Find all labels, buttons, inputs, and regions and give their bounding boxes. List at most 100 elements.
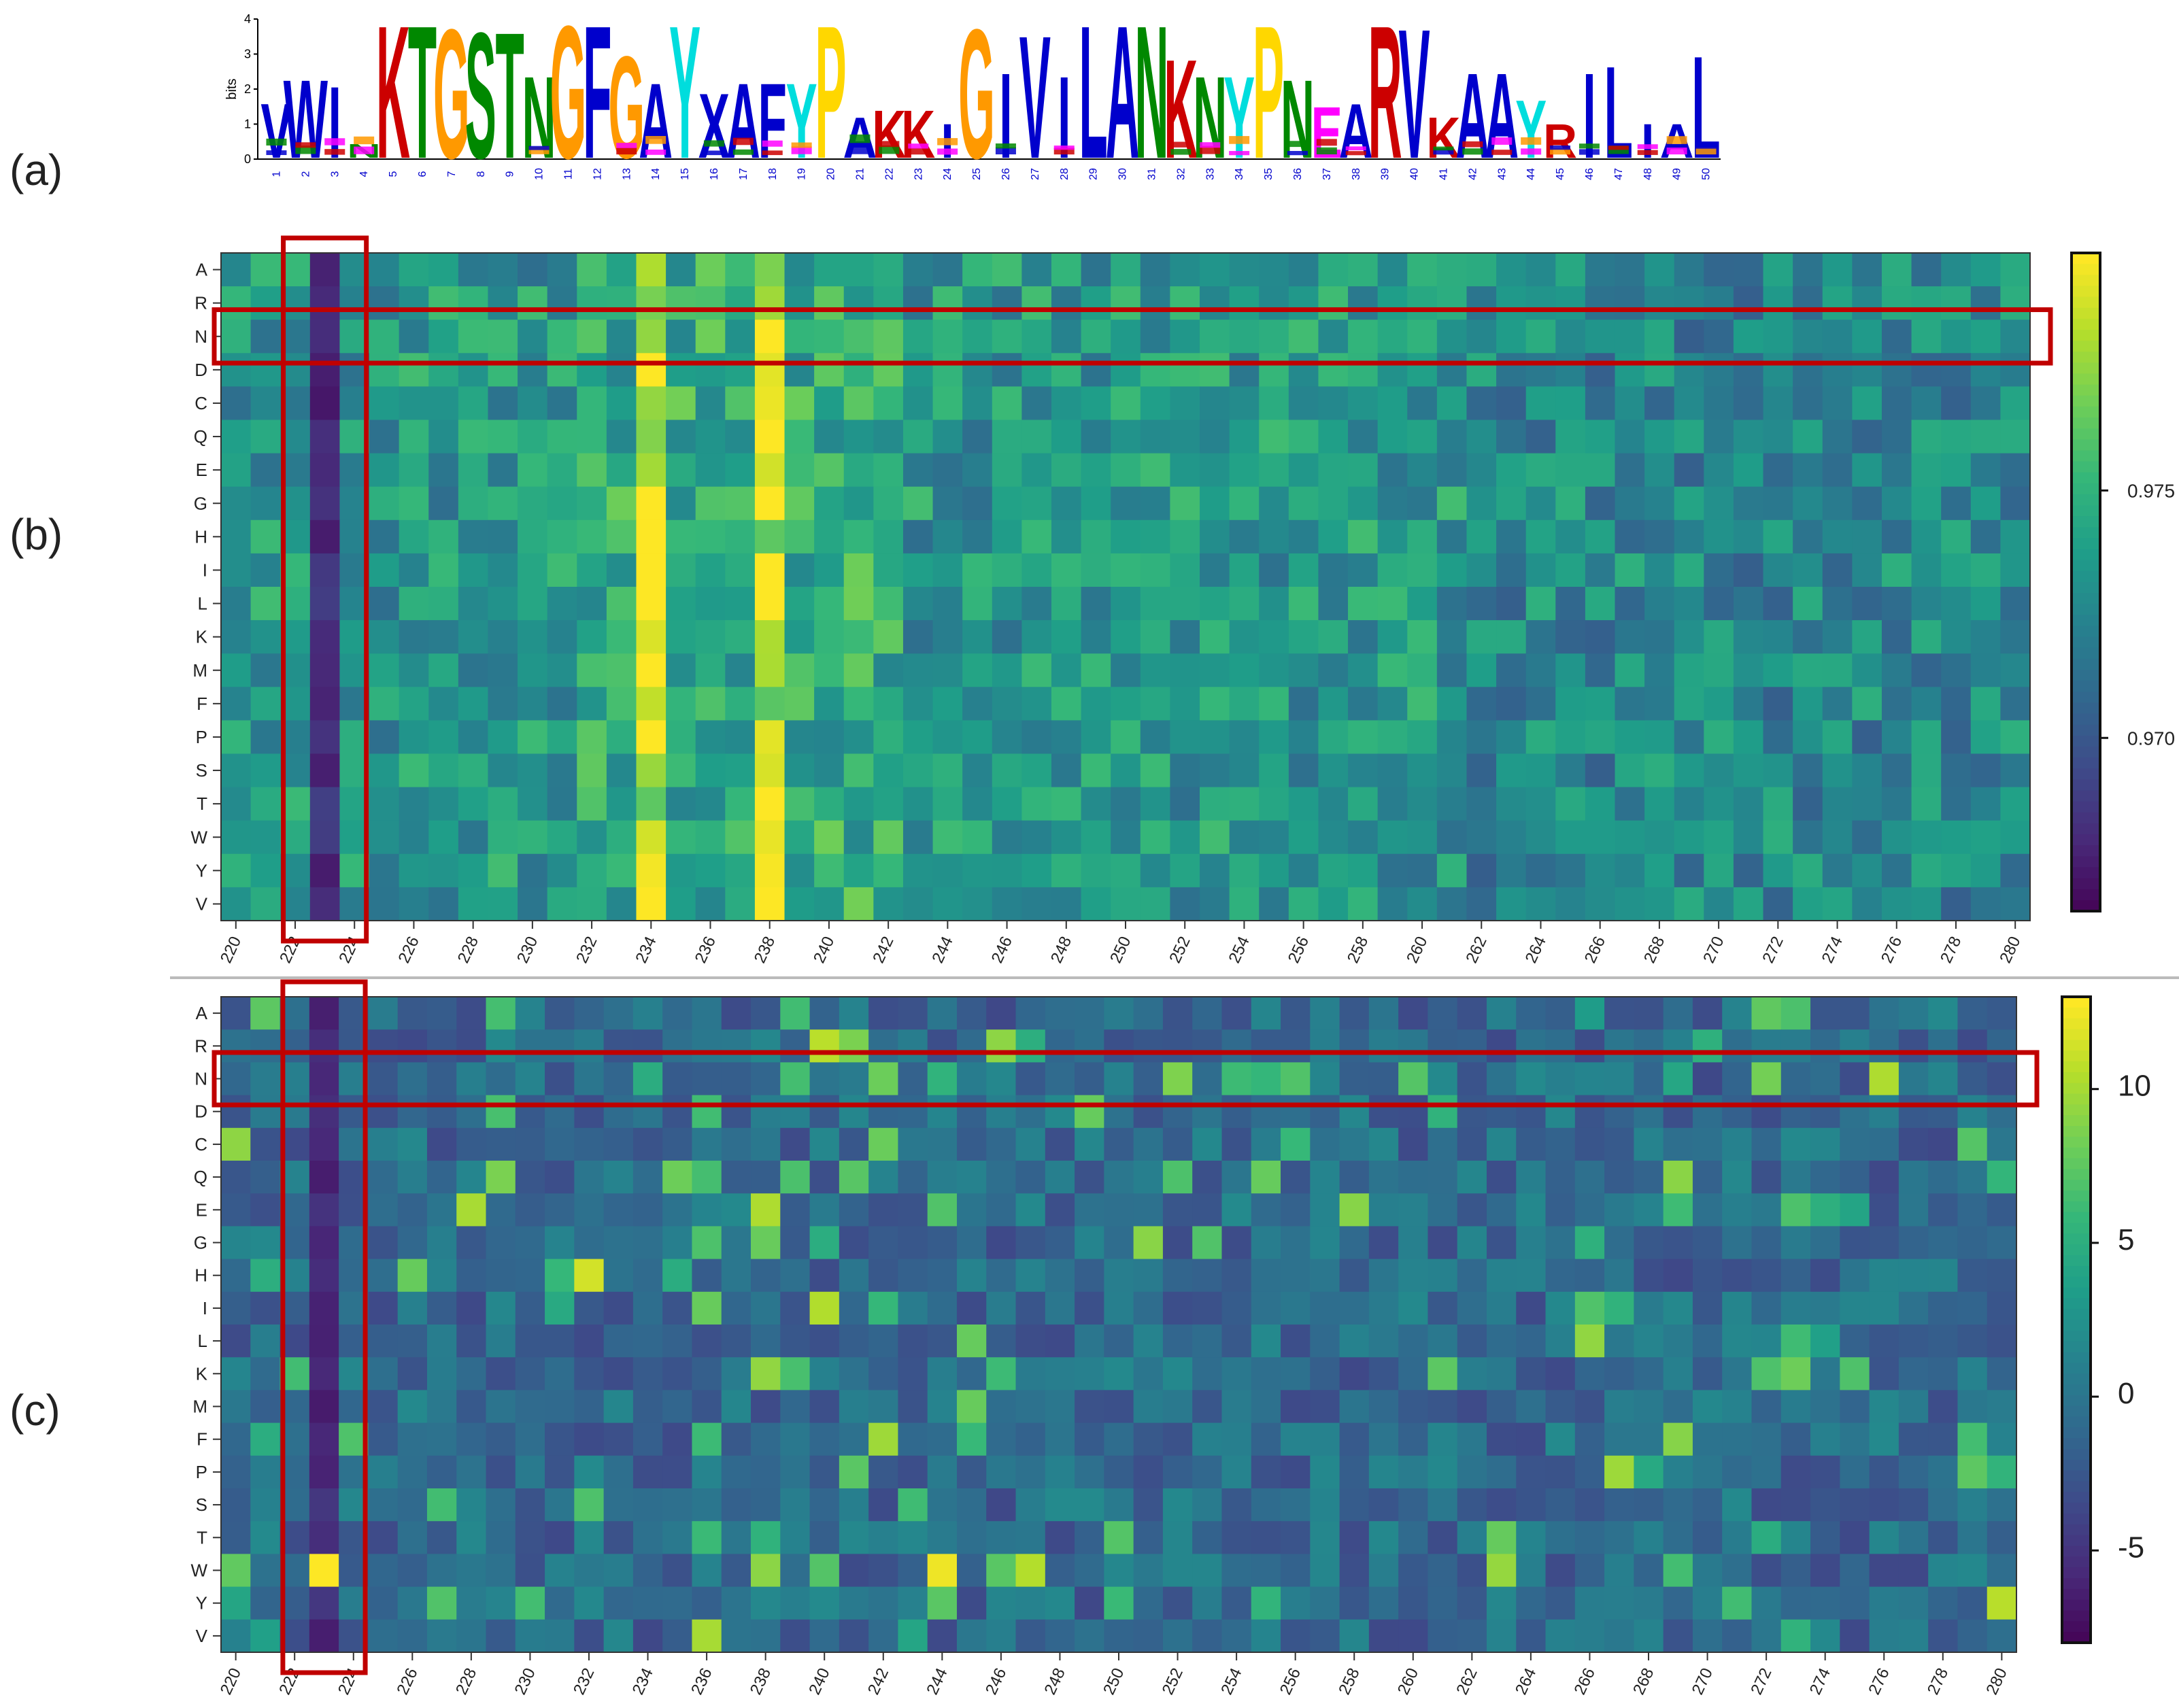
heatmap-cell: [1911, 620, 1942, 654]
heatmap-cell: [1104, 1095, 1134, 1129]
heatmap-cell: [488, 353, 518, 387]
heatmap-cell: [1928, 1161, 1959, 1194]
heatmap-cell: [1957, 1161, 1988, 1194]
heatmap-cell: [1111, 687, 1141, 721]
heatmap-cell: [754, 853, 786, 888]
heatmap-cell: [1663, 1062, 1693, 1096]
heatmap-cell: [1288, 887, 1319, 921]
heatmap-cell: [784, 553, 815, 587]
heatmap-cell: [962, 620, 993, 654]
heatmap-cell: [1574, 1619, 1605, 1653]
heatmap-cell: [666, 620, 696, 654]
heatmap-cell: [932, 519, 963, 554]
heatmap-cell: [1221, 1259, 1252, 1293]
heatmap-cell: [458, 687, 489, 721]
heatmap-cell: [809, 997, 840, 1030]
heatmap-cell: [1251, 1554, 1281, 1588]
heatmap-cell: [809, 1488, 840, 1522]
heatmap-cell: [1428, 1619, 1458, 1653]
heatmap-cell: [1051, 286, 1082, 320]
heatmap-cell: [1015, 1521, 1046, 1554]
heatmap-cell: [1348, 887, 1379, 921]
heatmap-cell: [309, 320, 341, 354]
heatmap-cell: [1615, 386, 1645, 421]
heatmap-cell: [1604, 997, 1634, 1030]
heatmap-cell: [873, 386, 904, 421]
heatmap-cell: [1075, 1127, 1104, 1161]
heatmap-cell: [250, 720, 281, 755]
heatmap-cell: [574, 1325, 605, 1358]
heatmap-cell: [309, 1488, 339, 1522]
heatmap-cell: [1368, 1062, 1399, 1096]
heatmap-cell: [456, 1325, 487, 1358]
heatmap-cell: [1496, 320, 1527, 354]
heatmap-cell: [1733, 887, 1764, 921]
heatmap-cell: [577, 253, 607, 287]
heatmap-cell: [488, 820, 518, 855]
heatmap-cell: [1780, 1226, 1811, 1260]
heatmap-cell: [1021, 353, 1052, 387]
heatmap-cell: [1368, 1455, 1399, 1489]
heatmap-cell: [1545, 1422, 1576, 1456]
heatmap-cell: [662, 1259, 693, 1293]
heatmap-cell: [574, 1127, 605, 1161]
heatmap-cell: [1221, 1127, 1252, 1161]
heatmap-cell: [1604, 1259, 1634, 1293]
heatmap-xtick-label: 250: [1100, 1665, 1128, 1698]
colorbar-segment: [2072, 253, 2100, 265]
heatmap-cell: [1574, 1193, 1605, 1227]
heatmap-cell: [956, 1521, 987, 1554]
heatmap-cell: [397, 1325, 428, 1358]
heatmap-cell: [1555, 420, 1586, 454]
heatmap-cell: [692, 1291, 722, 1325]
logo-position-label: 42: [1467, 168, 1479, 180]
heatmap-cell: [721, 1325, 751, 1358]
heatmap-cell: [1457, 1325, 1487, 1358]
heatmap-cell: [1585, 486, 1616, 521]
heatmap-cell: [1486, 1029, 1517, 1063]
heatmap-cell: [1898, 1291, 1929, 1325]
heatmap-cell: [843, 453, 874, 488]
colorbar-tick-label: 10: [2118, 1070, 2151, 1103]
heatmap-cell: [721, 1095, 751, 1129]
colorbar-segment: [2062, 1158, 2091, 1170]
heatmap-xtick-label: 254: [1217, 1665, 1245, 1698]
heatmap-cell: [1192, 1062, 1223, 1096]
heatmap-cell: [962, 420, 993, 454]
heatmap-cell: [839, 1619, 869, 1653]
logo-position-label: 1: [271, 171, 282, 177]
heatmap-cell: [221, 753, 252, 788]
heatmap-cell: [1793, 787, 1823, 821]
logo-position-label: 39: [1380, 168, 1391, 180]
logo-minor-residue: [645, 136, 666, 144]
heatmap-cell: [486, 1127, 516, 1161]
colorbar-segment: [2062, 1545, 2091, 1558]
heatmap-cell: [1810, 1390, 1840, 1424]
heatmap-cell: [1780, 1422, 1811, 1456]
heatmap-cell: [577, 453, 607, 488]
heatmap-xtick-label: 258: [1344, 934, 1372, 966]
colorbar-segment: [2062, 1459, 2091, 1471]
heatmap-cell: [1221, 1062, 1252, 1096]
heatmap-cell: [962, 519, 993, 554]
heatmap-cell: [1634, 1521, 1664, 1554]
heatmap-cell: [780, 1291, 811, 1325]
heatmap-cell: [1733, 720, 1764, 755]
heatmap-cell: [1133, 1291, 1164, 1325]
heatmap-cell: [250, 420, 281, 454]
heatmap-cell: [1822, 286, 1853, 320]
colorbar-segment: [2062, 1201, 2091, 1213]
heatmap-xtick-label: 258: [1335, 1665, 1363, 1698]
heatmap-cell: [1457, 1488, 1487, 1522]
heatmap-cell: [809, 1357, 840, 1390]
heatmap-cell: [1081, 653, 1111, 687]
heatmap-cell: [868, 1488, 899, 1522]
heatmap-cell: [1615, 420, 1645, 454]
heatmap-cell: [369, 653, 400, 687]
heatmap-cell: [1852, 887, 1882, 921]
heatmap-cell: [666, 519, 696, 554]
heatmap-cell: [814, 853, 845, 888]
logo-position-label: 34: [1234, 168, 1245, 180]
heatmap-cell: [1457, 1521, 1487, 1554]
heatmap-row-label: R: [195, 293, 207, 313]
